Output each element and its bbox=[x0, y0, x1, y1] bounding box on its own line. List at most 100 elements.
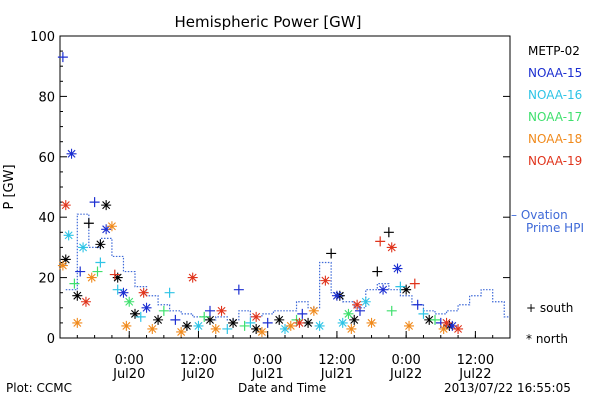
point-noaa-19-north bbox=[80, 296, 91, 307]
point-noaa-16-north bbox=[280, 323, 290, 334]
y-tick-label: 100 bbox=[30, 30, 55, 45]
point-metp-02-south bbox=[83, 218, 94, 229]
point-noaa-18-north bbox=[86, 272, 97, 283]
x-tick-label-date: Jul21 bbox=[251, 367, 284, 382]
point-noaa-18-north bbox=[72, 317, 83, 328]
point-metp-02-north bbox=[205, 314, 215, 325]
y-tick-label: 20 bbox=[38, 272, 55, 287]
point-noaa-19-south bbox=[409, 278, 420, 289]
x-tick-label-time: 0:00 bbox=[115, 353, 144, 368]
point-noaa-19-north bbox=[216, 305, 227, 316]
point-noaa-15-north bbox=[447, 320, 458, 331]
point-noaa-16-north bbox=[337, 317, 348, 328]
point-noaa-16-south bbox=[245, 317, 256, 328]
point-noaa-18-north bbox=[57, 260, 68, 271]
point-noaa-15-south bbox=[262, 317, 273, 328]
y-tick-label: 80 bbox=[38, 90, 55, 105]
point-noaa-16-north bbox=[360, 296, 371, 307]
point-noaa-18-north bbox=[106, 221, 117, 232]
point-noaa-17-south bbox=[239, 320, 250, 331]
point-noaa-16-north bbox=[314, 320, 325, 331]
point-noaa-18-north bbox=[404, 320, 415, 331]
legend-ovation-line1: – Ovation bbox=[511, 208, 568, 222]
point-noaa-17-south bbox=[92, 266, 103, 277]
point-noaa-17-south bbox=[199, 311, 210, 322]
point-noaa-15-south bbox=[170, 314, 181, 325]
point-noaa-18-north bbox=[438, 323, 449, 334]
legend-entry: NOAA-18 bbox=[528, 132, 582, 146]
point-noaa-15-north bbox=[331, 290, 342, 301]
point-noaa-15-south bbox=[57, 52, 68, 63]
point-noaa-18-north bbox=[121, 320, 132, 331]
point-noaa-16-south bbox=[164, 287, 175, 298]
footer-x-label: Date and Time bbox=[238, 381, 327, 395]
point-noaa-17-south bbox=[69, 278, 80, 289]
point-metp-02-north bbox=[60, 254, 71, 265]
point-metp-02-north bbox=[349, 314, 360, 325]
point-noaa-17-south bbox=[158, 305, 169, 316]
point-metp-02-south bbox=[383, 227, 394, 238]
point-noaa-19-north bbox=[187, 272, 198, 283]
footer-timestamp: 2013/07/22 16:55:05 bbox=[444, 381, 571, 395]
point-noaa-17-north bbox=[124, 296, 135, 307]
point-noaa-16-north bbox=[193, 320, 204, 331]
y-tick-label: 0 bbox=[47, 332, 55, 347]
point-metp-02-north bbox=[181, 320, 192, 331]
x-tick-label-time: 0:00 bbox=[253, 353, 282, 368]
point-noaa-19-north bbox=[352, 299, 363, 310]
point-noaa-15-north bbox=[141, 302, 152, 313]
point-noaa-18-north bbox=[147, 323, 158, 334]
point-noaa-19-north bbox=[441, 317, 452, 328]
y-tick-label: 60 bbox=[38, 151, 55, 166]
x-tick-label-time: 12:00 bbox=[457, 353, 494, 368]
point-metp-02-north bbox=[72, 290, 83, 301]
point-noaa-15-south bbox=[205, 305, 215, 316]
point-metp-02-south bbox=[372, 266, 383, 277]
point-noaa-18-north bbox=[256, 326, 267, 337]
legend-entry: NOAA-15 bbox=[528, 66, 582, 80]
point-noaa-18-north bbox=[176, 326, 187, 337]
point-noaa-18-north bbox=[210, 323, 221, 334]
x-tick-label-date: Jul20 bbox=[112, 367, 145, 382]
point-metp-02-south bbox=[326, 248, 337, 259]
x-tick-label-date: Jul22 bbox=[389, 367, 422, 382]
point-noaa-15-north bbox=[101, 224, 112, 235]
point-noaa-16-south bbox=[95, 257, 106, 268]
y-tick-label: 40 bbox=[38, 211, 55, 226]
x-tick-label-date: Jul22 bbox=[458, 367, 491, 382]
point-metp-02-north bbox=[153, 314, 164, 325]
point-metp-02-north bbox=[251, 323, 262, 334]
y-axis-label: P [GW] bbox=[2, 164, 17, 209]
point-noaa-19-north bbox=[386, 242, 397, 253]
point-noaa-18-north bbox=[308, 305, 319, 316]
point-noaa-19-north bbox=[251, 311, 262, 322]
point-metp-02-north bbox=[112, 272, 123, 283]
point-noaa-19-north bbox=[60, 200, 71, 211]
point-metp-02-north bbox=[101, 200, 112, 211]
point-noaa-19-south bbox=[375, 236, 386, 247]
legend-entry: NOAA-17 bbox=[528, 110, 582, 124]
footer-source: Plot: CCMC bbox=[6, 381, 72, 395]
point-noaa-16-north bbox=[63, 230, 74, 241]
x-tick-label-date: Jul20 bbox=[181, 367, 214, 382]
point-metp-02-north bbox=[274, 314, 285, 325]
point-noaa-16-north bbox=[78, 242, 89, 253]
point-noaa-18-north bbox=[366, 317, 377, 328]
point-noaa-17-south bbox=[386, 305, 397, 316]
point-noaa-15-north bbox=[66, 148, 77, 159]
legend-marker-south: + south bbox=[526, 301, 573, 315]
legend-entry: NOAA-16 bbox=[528, 88, 582, 102]
point-noaa-18-north bbox=[285, 320, 296, 331]
point-metp-02-north bbox=[228, 317, 239, 328]
point-metp-02-north bbox=[130, 308, 140, 319]
legend-entry: METP-02 bbox=[528, 44, 580, 58]
point-noaa-19-north bbox=[320, 275, 331, 286]
x-tick-label-time: 0:00 bbox=[392, 353, 421, 368]
ovation-hpi-line bbox=[65, 213, 510, 321]
x-tick-label-date: Jul21 bbox=[320, 367, 353, 382]
point-noaa-16-south bbox=[135, 311, 146, 322]
point-noaa-15-south bbox=[89, 197, 100, 208]
point-noaa-19-north bbox=[453, 323, 464, 334]
